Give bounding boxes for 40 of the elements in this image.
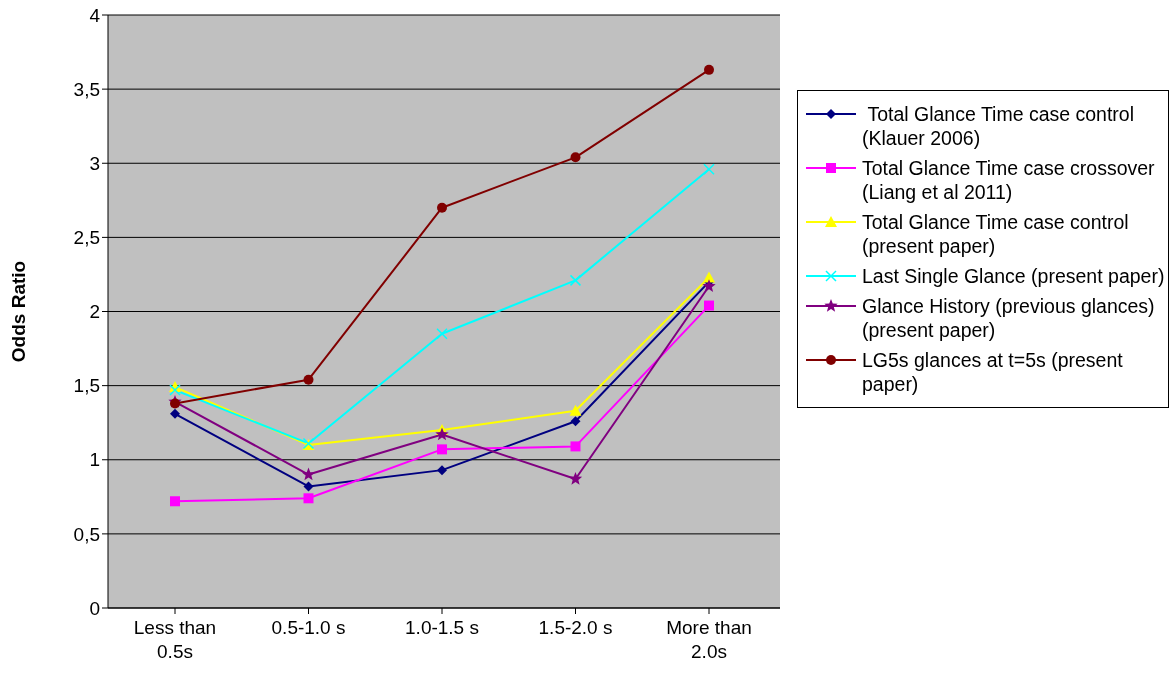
legend-label: Total Glance Time case crossover (Liang et al 2011) xyxy=(862,156,1156,204)
point xyxy=(437,202,447,213)
y-tick-label: 1,5 xyxy=(73,375,100,397)
point xyxy=(570,441,581,452)
y-tick-label: 0 xyxy=(89,597,100,619)
y-tick-label: 1 xyxy=(89,449,100,471)
point xyxy=(170,496,180,507)
point xyxy=(704,64,714,75)
y-axis-title: Odds Ratio xyxy=(7,260,29,363)
point xyxy=(437,444,447,455)
legend-label: Glance History (previous glances) (present paper) xyxy=(862,294,1156,342)
x-tick-label: 0.5-1.0 s xyxy=(271,617,346,638)
y-tick-label: 3,5 xyxy=(73,78,100,100)
legend-label: Total Glance Time case control (present paper) xyxy=(862,210,1130,258)
point xyxy=(703,271,715,283)
x-tick-label: 1.5-2.0 s xyxy=(538,617,613,638)
point xyxy=(170,398,180,409)
y-tick-label: 2 xyxy=(89,301,100,323)
y-tick-label: 2,5 xyxy=(73,227,100,249)
point xyxy=(303,493,314,504)
point xyxy=(435,427,449,441)
legend-label: LG5s glances at t=5s (present paper) xyxy=(862,348,1124,396)
y-tick-label: 4 xyxy=(89,4,101,26)
point xyxy=(437,465,447,476)
legend-label: Last Single Glance (present paper) xyxy=(862,264,1165,288)
y-tick-label: 0,5 xyxy=(73,523,100,545)
point xyxy=(570,152,581,163)
point xyxy=(303,374,314,385)
legend-label: Total Glance Time case control (Klauer 2006) xyxy=(862,102,1136,150)
point xyxy=(568,472,583,485)
x-tick-label: More than 2.0s xyxy=(666,617,752,662)
point xyxy=(702,279,716,292)
x-tick-label: 1.0-1.5 s xyxy=(405,617,479,638)
point xyxy=(303,481,314,492)
point xyxy=(570,416,581,427)
point xyxy=(569,404,582,416)
point xyxy=(170,408,180,419)
x-tick-label: Less than 0.5s xyxy=(133,617,217,662)
point xyxy=(704,300,714,311)
y-tick-label: 3 xyxy=(89,152,100,174)
